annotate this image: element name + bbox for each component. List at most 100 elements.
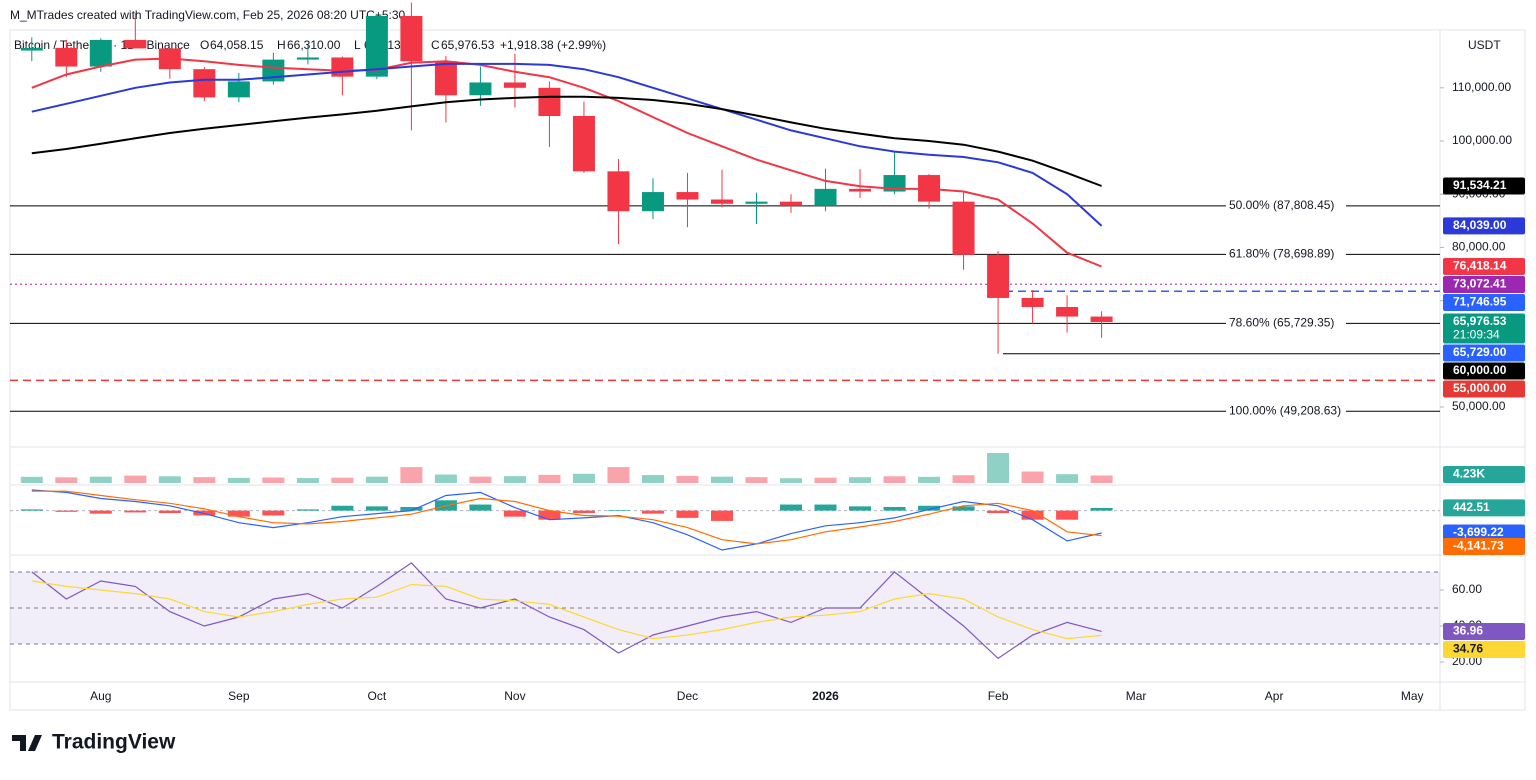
candle-body: [124, 39, 147, 49]
price-tag: [1443, 313, 1525, 344]
histogram-bar: [1021, 510, 1044, 520]
y-tick-label: 80,000.00: [1452, 240, 1506, 254]
volume-bar: [20, 476, 43, 483]
x-tick-label: Sep: [228, 689, 250, 703]
candle-body: [1056, 306, 1079, 317]
y-tick-label: 100,000.00: [1452, 133, 1512, 147]
histogram-bar: [1090, 507, 1113, 511]
price-tag: [1443, 466, 1525, 483]
volume-bar: [987, 453, 1010, 483]
moving-average: [31, 62, 1103, 227]
currency[interactable]: USDT: [1468, 38, 1501, 52]
level-label: 61.80% (78,698.89): [1229, 246, 1334, 260]
volume-bar: [262, 477, 285, 483]
candle-body: [641, 192, 664, 212]
change: +1,918.38 (+2.99%): [500, 38, 606, 52]
level-label-bg: [1226, 315, 1346, 332]
price-tag: [1443, 275, 1525, 293]
candle-body: [55, 47, 78, 67]
price-tag-label: 84,039.00: [1453, 218, 1507, 232]
histogram-bar: [572, 510, 595, 514]
price-tag-label: 4.23K: [1453, 467, 1485, 481]
volume-bar: [158, 476, 181, 483]
histogram-bar: [20, 509, 43, 511]
x-tick-label: Mar: [1126, 689, 1147, 703]
histogram-bar: [710, 510, 733, 521]
histogram-bar: [883, 506, 906, 511]
price-tag-label: 76,418.14: [1453, 259, 1507, 273]
candle-body: [1021, 297, 1044, 307]
price-tag: [1443, 640, 1525, 658]
volume-bar: [641, 475, 664, 483]
level-label: 50.00% (87,808.45): [1229, 198, 1334, 212]
histogram-bar: [365, 506, 388, 511]
volume-bar: [434, 474, 457, 483]
volume-bar: [849, 477, 872, 483]
candle-body: [20, 47, 43, 51]
volume-bar: [676, 475, 699, 483]
x-tick-label: Dec: [677, 689, 698, 703]
volume-bar: [918, 476, 941, 483]
histogram-bar: [1056, 510, 1079, 520]
attribution: M_MTrades created with TradingView.com, …: [10, 8, 406, 22]
candle-body: [193, 69, 216, 98]
histogram-bar: [607, 510, 630, 511]
price-tag: [1443, 217, 1525, 235]
price-tag: [1443, 177, 1525, 195]
histogram-bar: [780, 504, 803, 511]
histogram-bar: [814, 504, 837, 511]
histogram-bar: [952, 506, 975, 511]
volume-bar: [193, 477, 216, 483]
volume-bar: [780, 478, 803, 483]
volume-bar: [538, 474, 561, 483]
volume-bar: [745, 477, 768, 483]
candle-body: [1090, 316, 1113, 323]
candle-body: [710, 199, 733, 204]
x-tick-label: Apr: [1265, 689, 1284, 703]
volume-bar: [1056, 474, 1079, 483]
y-tick-label: 110,000.00: [1452, 80, 1511, 94]
price-tag: [1443, 499, 1525, 517]
volume-bar: [55, 477, 78, 483]
price-tag: [1443, 362, 1525, 380]
histogram-bar: [124, 510, 147, 513]
volume-bar: [296, 478, 319, 483]
candle-body: [987, 254, 1010, 298]
candle-body: [780, 201, 803, 206]
x-tick-label: Aug: [90, 689, 111, 703]
candle-body: [434, 61, 457, 96]
volume-bar: [469, 476, 492, 483]
ohlc-key: L: [354, 38, 361, 52]
candle-body: [883, 175, 906, 192]
volume-bar: [572, 473, 595, 483]
candle-body: [227, 81, 250, 98]
candle-body: [676, 192, 699, 200]
price-tag: [1443, 622, 1525, 640]
price-tag-label: -3,699.22: [1453, 525, 1504, 539]
logo: TradingView: [52, 731, 176, 754]
price-tag-label: 71,746.95: [1453, 295, 1507, 309]
price-tag: [1443, 380, 1525, 398]
price-tag-label: 36.96: [1453, 624, 1483, 638]
x-tick-label: Nov: [504, 689, 525, 703]
candle-body: [89, 39, 112, 67]
x-tick-label: Oct: [368, 689, 387, 703]
level-label-bg: [1226, 246, 1346, 263]
histogram-bar: [676, 510, 699, 518]
x-tick-label: 2026: [812, 689, 839, 703]
price-tag-label: 73,072.41: [1453, 277, 1507, 291]
x-tick-label: May: [1401, 689, 1424, 703]
moving-average: [31, 95, 1102, 187]
y-tick-label: 50,000.00: [1452, 399, 1506, 413]
price-tag-label: 60,000.00: [1453, 363, 1507, 377]
ohlc-value: 65,976.53: [441, 38, 495, 52]
candle-body: [365, 15, 388, 77]
ohlc-value: 64,058.15: [210, 38, 264, 52]
volume-bar: [1021, 471, 1044, 483]
moving-average: [31, 57, 1102, 268]
ohlc-value: 66,310.00: [287, 38, 341, 52]
histogram-bar: [400, 506, 423, 511]
candle-body: [745, 201, 768, 204]
rsi-line: [31, 580, 1102, 640]
